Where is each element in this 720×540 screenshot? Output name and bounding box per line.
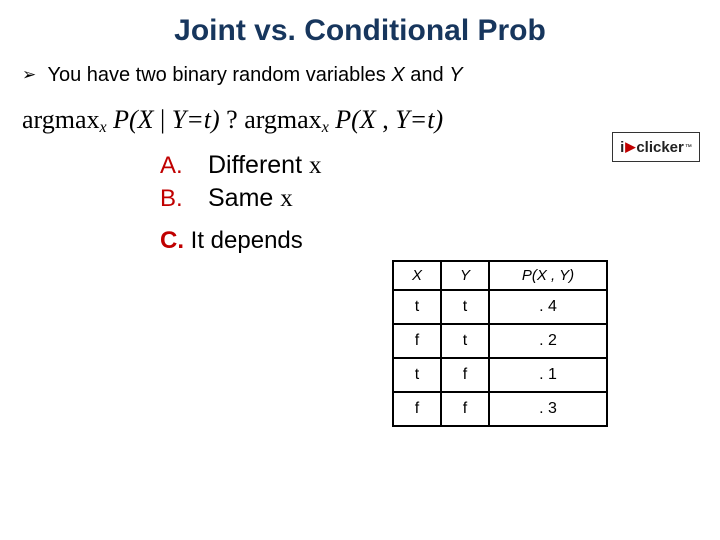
cell-y: f [441,392,489,426]
cell-x: f [393,324,441,358]
cell-p: . 2 [489,324,607,358]
cell-p: . 4 [489,290,607,324]
yt2: Y=t) [395,105,443,134]
bullet-arrow: ➢ [22,65,36,85]
bullet-x: X [391,64,404,86]
qmark: ? [220,105,245,134]
option-b-label: B. [160,185,208,213]
yt1: Y=t) [172,105,220,134]
th-pxy: P(X , Y) [489,261,607,290]
cell-y: t [441,324,489,358]
argmax-sub-1: x [100,119,107,136]
cell-x: f [393,392,441,426]
argmax-sub-2: x [322,119,329,136]
bullet-line: ➢ You have two binary random variables X… [0,48,720,87]
option-b-prefix: Same [208,184,280,212]
option-b: B. Same x [160,184,720,213]
iclicker-i: i [620,139,624,156]
option-c-label: C. [160,227,184,254]
option-c: C. It depends [0,217,720,255]
formula-line: argmaxx P(X | Y=t) ? argmaxx P(X , Y=t) [0,87,720,137]
iclicker-logo: i▶clicker™ [612,132,700,162]
cell-x: t [393,358,441,392]
table-row: t t . 4 [393,290,607,324]
iclicker-text: clicker [636,139,684,156]
option-a-prefix: Different [208,151,309,179]
bullet-y: Y [449,64,462,86]
table-row: f t . 2 [393,324,607,358]
iclicker-tm: ™ [685,144,692,151]
p1a: P(X [113,105,160,134]
bullet-pre: You have two binary random variables [47,64,391,86]
argmax-2: argmax [244,105,322,134]
th-y: Y [441,261,489,290]
argmax-1: argmax [22,105,100,134]
cell-x: t [393,290,441,324]
option-b-text: Same x [208,184,293,213]
cell-p: . 1 [489,358,607,392]
option-c-text: It depends [184,227,303,254]
option-a-x: x [309,152,322,179]
comma: , [382,105,395,134]
slide-title: Joint vs. Conditional Prob [0,0,720,48]
bullet-mid: and [405,64,449,86]
option-a-label: A. [160,152,208,180]
table-row: f f . 3 [393,392,607,426]
iclicker-arrow-icon: ▶ [625,139,635,155]
p2a: P(X [335,105,382,134]
cell-y: f [441,358,489,392]
th-x: X [393,261,441,290]
cell-p: . 3 [489,392,607,426]
table-row: t f . 1 [393,358,607,392]
table-header-row: X Y P(X , Y) [393,261,607,290]
cell-y: t [441,290,489,324]
bar: | [160,105,172,134]
option-b-x: x [280,185,293,212]
option-a-text: Different x [208,151,321,180]
probability-table: X Y P(X , Y) t t . 4 f t . 2 t f . 1 f f… [392,260,608,427]
